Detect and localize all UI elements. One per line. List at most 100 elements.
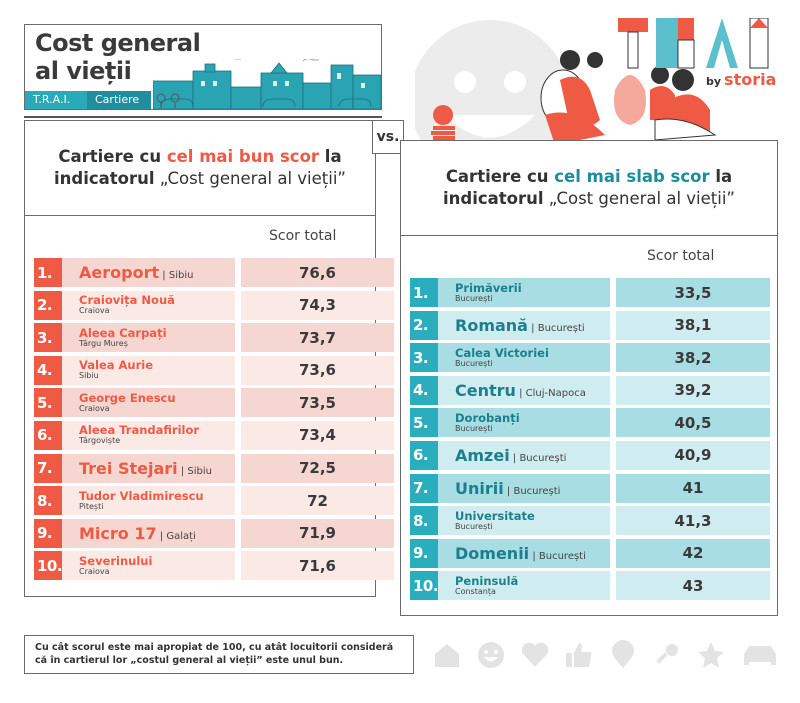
ranking-row: 6. Amzei | București 40,9	[410, 440, 770, 470]
ranking-row: 4. Valea Aurie Sibiu 73,6	[34, 355, 394, 385]
rank-badge: 1.	[34, 258, 62, 287]
score-value: 38,1	[616, 310, 770, 340]
ranking-row: 3. Aleea Carpați Târgu Mureș 73,7	[34, 323, 394, 353]
city-name: București	[455, 423, 493, 433]
explanation-note: Cu cât scorul este mai apropiat de 100, …	[24, 635, 414, 674]
neighborhood-name-line: Micro 17 | Galați	[79, 524, 235, 543]
score-value: 73,6	[241, 355, 394, 385]
score-value: 33,5	[616, 278, 770, 307]
best-panel-header: Cartiere cu cel mai bun scor la indicato…	[25, 121, 375, 216]
ranking-row: 2. Craiovița Nouă Craiova 74,3	[34, 290, 394, 320]
neighborhood-name-line: Domenii | București	[455, 544, 610, 563]
score-value: 73,5	[241, 388, 394, 418]
neighborhood-name-line: Amzei | București	[455, 446, 610, 465]
score-value: 38,2	[616, 343, 770, 373]
city-separator: |	[156, 530, 167, 542]
score-value: 39,2	[616, 375, 770, 405]
rank-badge: 7.	[34, 453, 62, 483]
ranking-row: 10. Peninsulă Constanța 43	[410, 571, 770, 601]
best-panel-title: Cartiere cu cel mai bun scor la indicato…	[54, 146, 346, 190]
neighborhood-name-line: Aeroport | Sibiu	[79, 263, 235, 282]
city-name: Craiova	[79, 403, 110, 413]
rank-badge: 6.	[34, 420, 62, 450]
neighborhood-name: Domenii	[455, 543, 530, 563]
brand-name: storia	[724, 70, 777, 89]
rank-badge: 2.	[34, 290, 62, 320]
city-name: Sibiu	[168, 270, 194, 281]
neighborhood-cell: Severinului Craiova	[62, 551, 235, 581]
city-separator: |	[159, 270, 169, 281]
rank-badge: 2.	[410, 310, 438, 340]
ranking-row: 1. Primăverii București 33,5	[410, 278, 770, 307]
city-name: București	[519, 452, 567, 464]
rank-badge: 10.	[34, 551, 63, 581]
neighborhood-name: Tudor Vladimirescu	[79, 488, 204, 503]
score-value: 71,6	[241, 551, 394, 581]
worst-scores-panel: Cartiere cu cel mai slab scor la indicat…	[400, 140, 778, 616]
city-name: București	[537, 322, 585, 334]
city-name: București	[455, 293, 493, 303]
neighborhood-cell: Trei Stejari | Sibiu	[62, 453, 235, 483]
tag-cartiere: Cartiere	[87, 91, 151, 109]
rank-badge: 4.	[410, 375, 438, 405]
smiley-icon	[478, 642, 504, 668]
neighborhood-cell: Aleea Carpați Târgu Mureș	[62, 323, 235, 353]
rank-badge: 6.	[410, 440, 438, 470]
city-name: Sibiu	[79, 371, 99, 381]
city-name: Târgoviște	[79, 436, 121, 446]
best-ranking-list: 1. Aeroport | Sibiu 76,6 2. Craiovița Nouă Cr…	[34, 258, 394, 584]
neighborhood-cell: Dorobanți București	[438, 408, 610, 438]
score-value: 73,7	[241, 323, 394, 353]
score-value: 43	[616, 571, 770, 601]
neighborhood-name: Primăverii	[455, 280, 522, 295]
header-banner: Cost general al vieții	[24, 24, 382, 110]
rank-badge: 8.	[34, 486, 62, 516]
page-title: Cost general al vieții	[35, 29, 201, 85]
ranking-row: 4. Centru | Cluj-Napoca 39,2	[410, 375, 770, 405]
city-separator: |	[529, 550, 539, 562]
title-suffix: la	[709, 167, 733, 186]
neighborhood-cell: Aeroport | Sibiu	[62, 258, 235, 287]
city-name: București	[455, 358, 493, 368]
worst-panel-header: Cartiere cu cel mai slab scor la indicat…	[401, 141, 777, 236]
score-value: 41	[616, 473, 770, 503]
neighborhood-name: Aleea Carpați	[79, 325, 167, 340]
neighborhood-name: Micro 17	[79, 523, 157, 543]
header-divider	[24, 116, 382, 118]
title-line2-bold: indicatorul	[54, 169, 155, 188]
header-tags: T.R.A.I. Cartiere	[25, 91, 187, 109]
title-suffix: la	[319, 147, 342, 166]
neighborhood-cell: George Enescu Craiova	[62, 388, 235, 418]
score-value: 41,3	[616, 506, 770, 536]
neighborhood-cell: Calea Victoriei București	[438, 343, 610, 373]
city-name: Galați	[166, 530, 196, 542]
score-value: 40,5	[616, 408, 770, 438]
neighborhood-name: George Enescu	[79, 390, 176, 405]
ranking-row: 8. Tudor Vladimirescu Pitești 72	[34, 486, 394, 516]
neighborhood-name-line: Unirii | București	[455, 479, 610, 498]
ranking-row: 5. Dorobanți București 40,5	[410, 408, 770, 438]
rank-badge: 4.	[34, 355, 62, 385]
tag-trai: T.R.A.I.	[25, 91, 87, 109]
trai-logo	[618, 18, 769, 69]
city-separator: |	[515, 387, 526, 399]
neighborhood-cell: Micro 17 | Galați	[62, 518, 235, 548]
rank-badge: 8.	[410, 506, 438, 536]
trees-icon	[156, 93, 180, 108]
ranking-row: 1. Aeroport | Sibiu 76,6	[34, 258, 394, 287]
rank-badge: 5.	[34, 388, 62, 418]
city-name: București	[455, 521, 493, 531]
neighborhood-name-line: Trei Stejari | Sibiu	[79, 459, 235, 478]
rank-badge: 9.	[34, 518, 62, 548]
city-name: București	[513, 485, 561, 497]
home-icon	[435, 644, 459, 667]
ranking-row: 9. Micro 17 | Galați 71,9	[34, 518, 394, 548]
ranking-row: 3. Calea Victoriei București 38,2	[410, 343, 770, 373]
neighborhood-name: Calea Victoriei	[455, 345, 549, 360]
car-icon	[744, 646, 776, 665]
city-name: Târgu Mureș	[79, 338, 128, 348]
score-value: 71,9	[241, 518, 394, 548]
city-name: București	[538, 550, 586, 562]
neighborhood-name: Craiovița Nouă	[79, 293, 175, 308]
rank-badge: 5.	[410, 408, 438, 438]
